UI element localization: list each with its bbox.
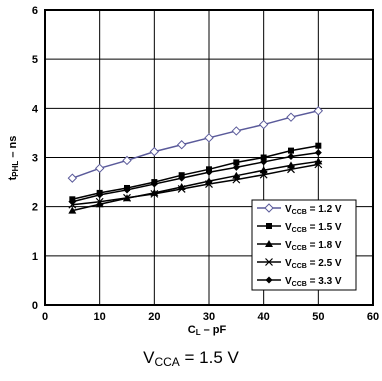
y-tick-label: 4 (32, 103, 39, 115)
x-tick-label: 10 (94, 311, 106, 323)
legend-label: VCCB = 1.2 V (285, 204, 342, 216)
data-point (94, 163, 105, 174)
y-tick-label: 1 (32, 251, 38, 263)
legend-entry: VCCB = 1.8 V (257, 240, 342, 252)
data-point (232, 175, 241, 184)
data-point (122, 155, 132, 166)
x-tick-label: 50 (312, 311, 324, 323)
data-point (315, 142, 322, 149)
y-tick-label: 2 (32, 202, 38, 214)
data-point (95, 197, 104, 206)
y-tick-label: 6 (32, 5, 38, 17)
y-tick-label: 5 (32, 54, 38, 66)
data-point (205, 168, 213, 176)
data-point (287, 153, 295, 161)
y-tick-label: 0 (32, 300, 38, 312)
data-point (95, 200, 104, 208)
data-point (205, 180, 213, 188)
x-tick-label: 40 (258, 311, 270, 323)
data-point (149, 146, 160, 157)
data-point (233, 159, 240, 166)
series-4 (68, 149, 322, 206)
data-point (204, 133, 214, 143)
data-point (123, 186, 131, 194)
x-tick-label: 60 (367, 311, 379, 323)
plot-frame (44, 9, 374, 306)
data-point (286, 112, 296, 122)
series-0 (67, 106, 324, 183)
series-line (72, 144, 319, 201)
data-point (176, 140, 187, 150)
data-point (314, 160, 323, 169)
y-axis-label: tPHL – ns (7, 136, 20, 181)
data-point (232, 163, 240, 171)
legend-swatch-marker (265, 276, 273, 284)
x-axis-label: CL – pF (188, 324, 227, 337)
data-point (259, 170, 268, 179)
data-point (177, 185, 186, 193)
legend-swatch-marker (266, 223, 272, 229)
data-point (260, 158, 268, 166)
data-point (314, 149, 322, 157)
series-3 (68, 160, 323, 209)
legend-swatch-marker (265, 258, 273, 266)
data-point (287, 165, 295, 174)
data-point (68, 198, 76, 206)
legend-label: VCCB = 3.3 V (285, 276, 342, 288)
data-point (150, 189, 159, 198)
legend-entry: VCCB = 1.2 V (257, 203, 342, 216)
x-tick-label: 0 (42, 311, 48, 323)
series-line (72, 160, 319, 212)
legend-swatch-marker (264, 203, 274, 213)
chart-caption: VCCA = 1.5 V (143, 348, 239, 369)
legend-entry: VCCB = 2.5 V (257, 258, 342, 270)
data-point (231, 126, 242, 136)
data-point (67, 173, 78, 183)
data-point (288, 147, 294, 154)
data-point (258, 119, 269, 130)
legend-entry: VCCB = 3.3 V (257, 276, 342, 288)
data-point (260, 154, 267, 161)
y-tick-labels: 0 1 2 3 4 5 6 (32, 5, 39, 312)
series-line (72, 163, 319, 206)
legend-entry: VCCB = 1.5 V (257, 222, 342, 234)
x-tick-labels: 0 10 20 30 40 50 60 (42, 311, 379, 323)
legend-label: VCCB = 1.8 V (285, 240, 342, 252)
series-line (72, 110, 319, 179)
data-point (68, 206, 77, 214)
y-tick-label: 3 (32, 153, 38, 165)
data-point (150, 180, 158, 188)
series-line (72, 151, 319, 203)
x-tick-label: 30 (203, 311, 215, 323)
legend-label: VCCB = 2.5 V (285, 258, 342, 270)
legend: VCCB = 1.2 V VCCB = 1.5 V VCCB = 1.8 V VCCB… (251, 199, 357, 291)
data-point (123, 193, 131, 202)
legend-swatch-marker (265, 240, 273, 247)
data-point (96, 191, 104, 199)
data-point (178, 174, 186, 182)
series-group (67, 106, 324, 214)
legend-label: VCCB = 1.5 V (285, 222, 342, 234)
x-tick-label: 20 (148, 311, 160, 323)
data-point (313, 106, 324, 116)
data-point (259, 166, 268, 174)
